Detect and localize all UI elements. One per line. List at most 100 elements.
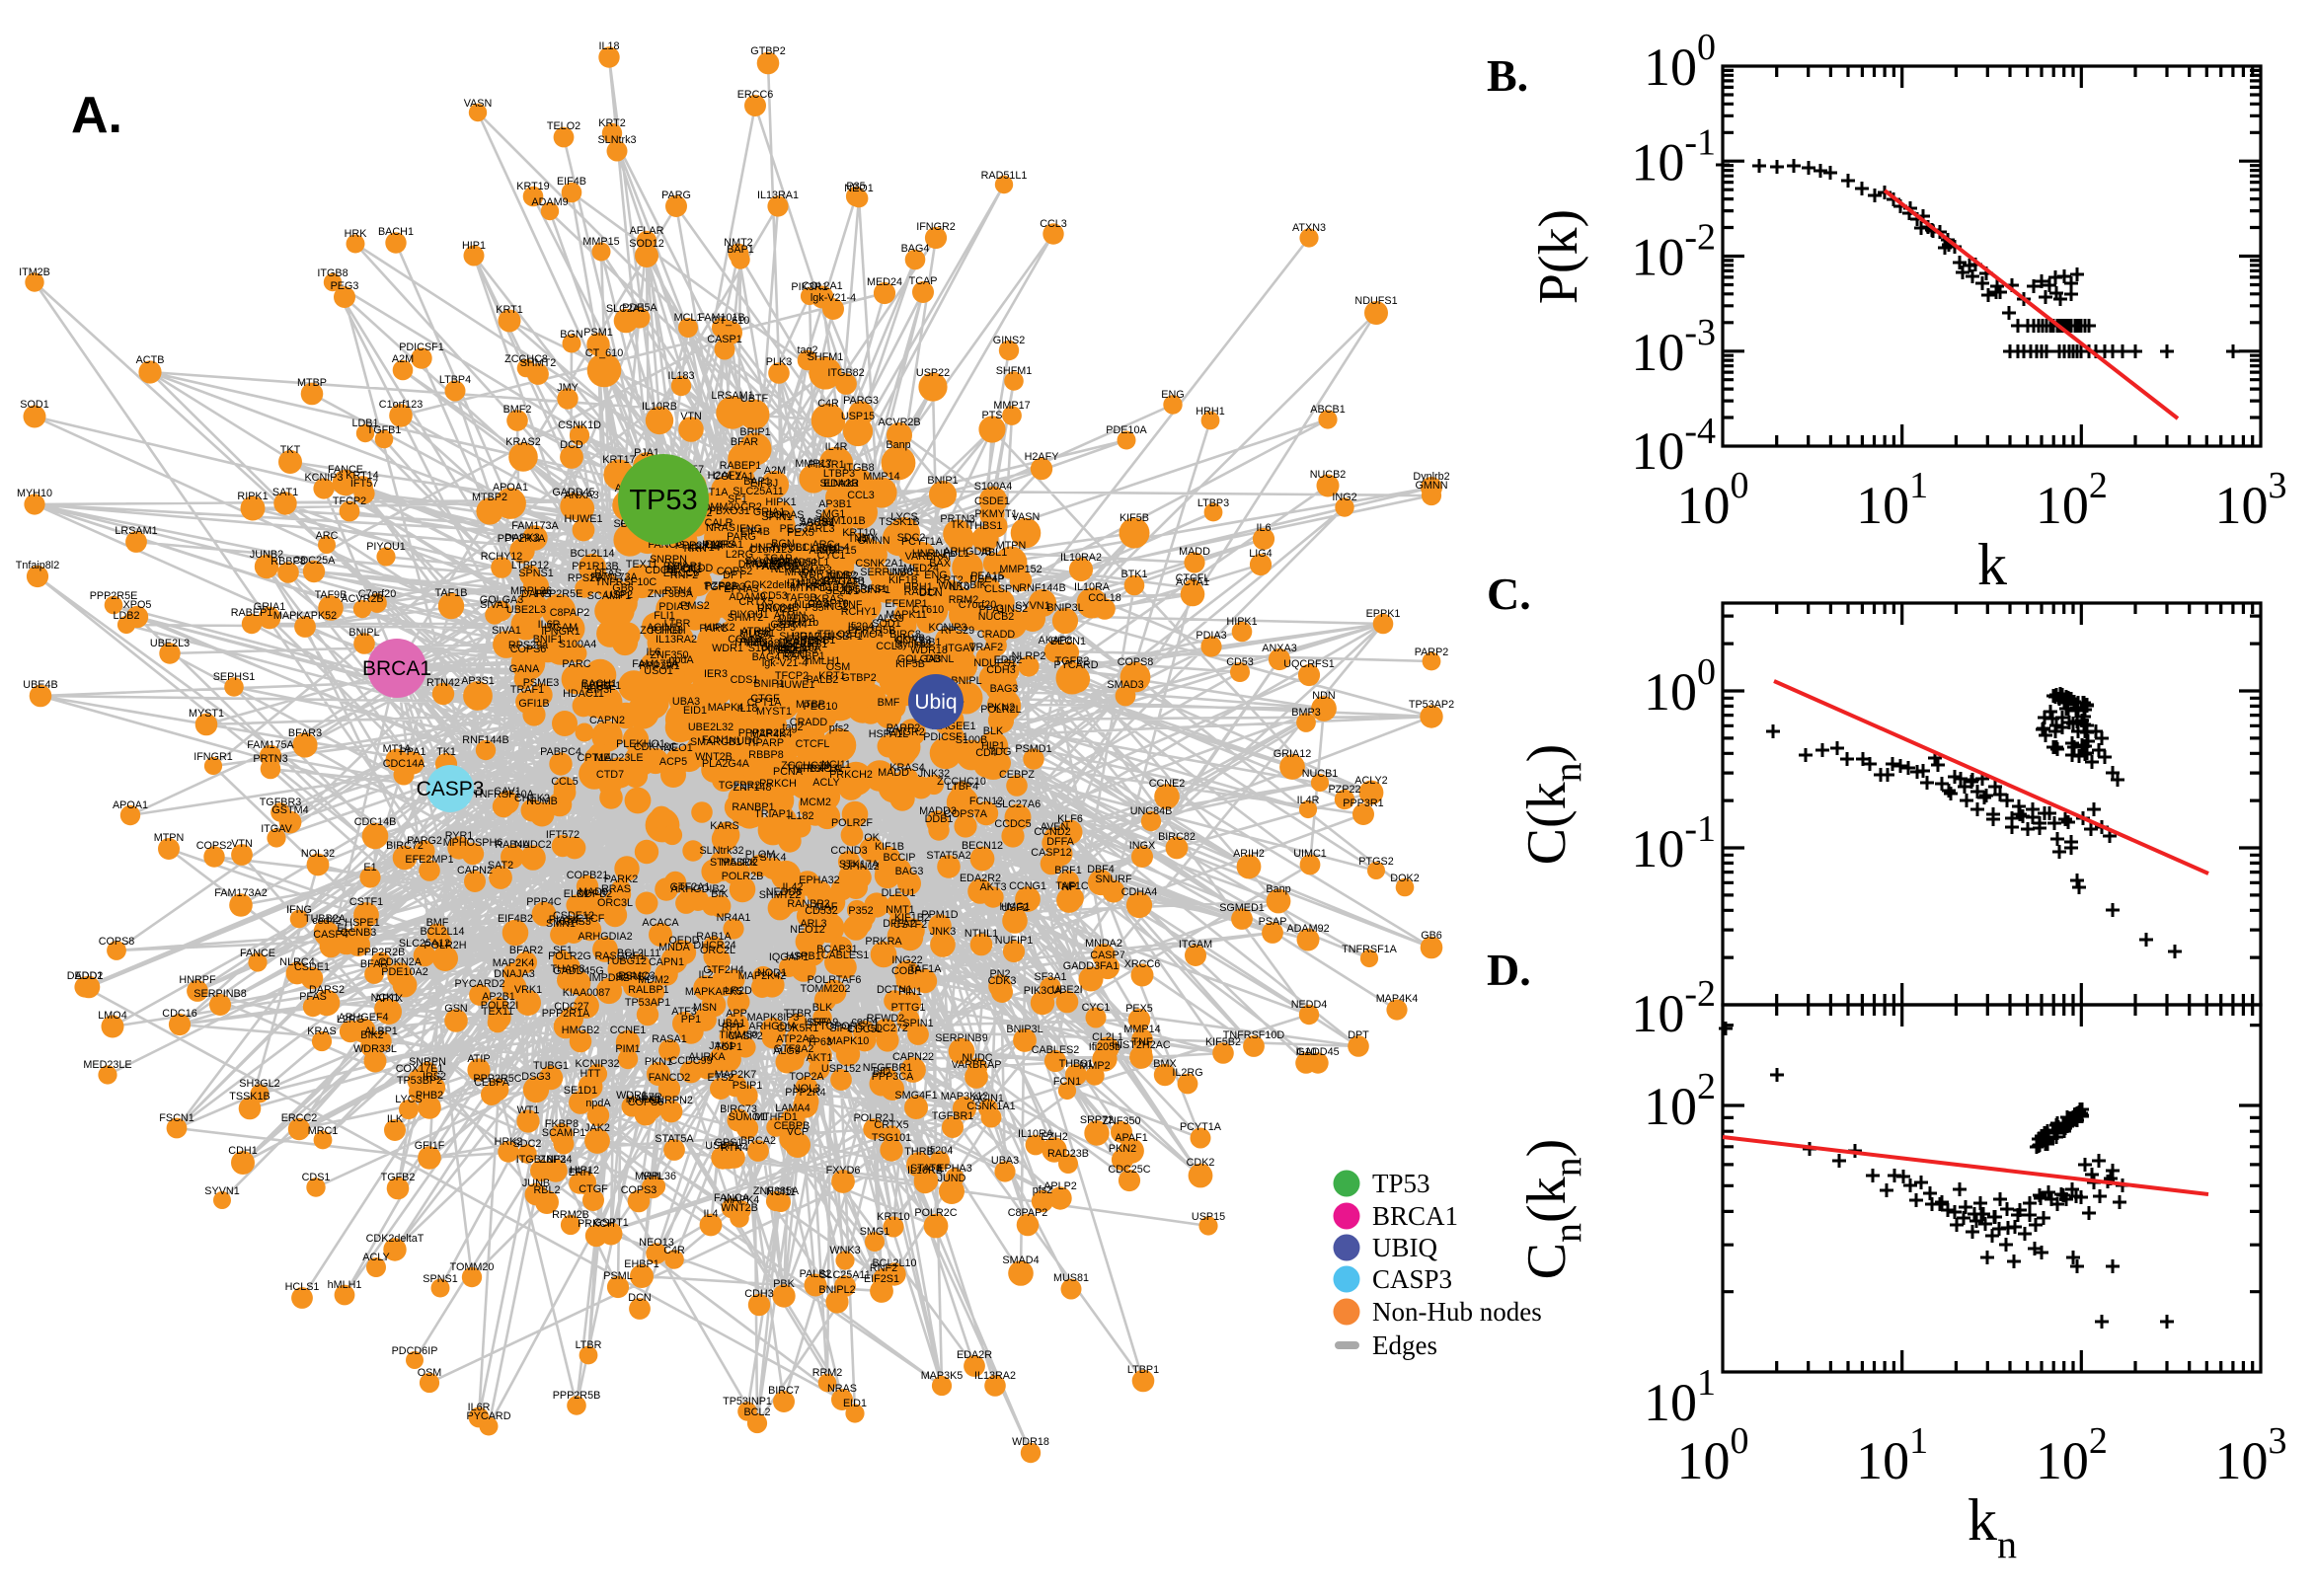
svg-text:ADAM9: ADAM9 xyxy=(531,196,568,208)
svg-text:L2RG: L2RG xyxy=(726,549,753,561)
svg-text:GANA: GANA xyxy=(770,556,801,568)
svg-text:THBS1: THBS1 xyxy=(968,520,1003,532)
svg-text:PYCARD: PYCARD xyxy=(1054,659,1099,671)
svg-text:SE1D1: SE1D1 xyxy=(564,1085,597,1097)
svg-text:PTGS2: PTGS2 xyxy=(761,645,796,656)
svg-text:VTN: VTN xyxy=(680,411,702,422)
svg-text:MAP4K4: MAP4K4 xyxy=(750,728,793,740)
svg-text:ADAM9: ADAM9 xyxy=(729,591,765,603)
svg-text:C8PAP2: C8PAP2 xyxy=(1008,1207,1048,1219)
svg-text:BAG3: BAG3 xyxy=(990,683,1019,695)
svg-text:PFAS: PFAS xyxy=(594,568,622,579)
svg-text:A.: A. xyxy=(71,87,122,144)
svg-text:MRPL36: MRPL36 xyxy=(635,1171,676,1182)
svg-text:MADD: MADD xyxy=(878,767,909,779)
svg-text:RAD51L1: RAD51L1 xyxy=(981,170,1028,182)
svg-text:AP3S1: AP3S1 xyxy=(461,675,495,687)
svg-text:IFNGR1: IFNGR1 xyxy=(193,751,233,763)
svg-text:IL13RA2: IL13RA2 xyxy=(656,634,697,646)
svg-text:BFAR2: BFAR2 xyxy=(509,945,543,956)
svg-text:TP53AP1: TP53AP1 xyxy=(820,576,866,588)
svg-text:Edges: Edges xyxy=(1372,1330,1437,1360)
svg-text:BMP3: BMP3 xyxy=(803,565,831,576)
svg-text:PRTN3: PRTN3 xyxy=(253,753,287,765)
svg-text:RALBP1: RALBP1 xyxy=(628,984,668,996)
svg-text:WDR33L: WDR33L xyxy=(353,1043,397,1055)
svg-text:COPS2: COPS2 xyxy=(717,566,753,577)
svg-text:RASA1: RASA1 xyxy=(652,1033,686,1045)
svg-text:CDK2deltaT: CDK2deltaT xyxy=(744,579,803,591)
svg-text:COPS6: COPS6 xyxy=(510,644,547,655)
svg-text:USP22: USP22 xyxy=(916,367,950,379)
svg-text:USBP1: USBP1 xyxy=(827,631,862,643)
svg-text:WDR1: WDR1 xyxy=(616,1090,648,1102)
svg-text:LTBP1: LTBP1 xyxy=(589,680,621,692)
svg-text:BCL2L14: BCL2L14 xyxy=(570,548,614,560)
svg-text:IER3: IER3 xyxy=(704,668,728,680)
svg-text:PKN1: PKN1 xyxy=(645,1056,672,1068)
svg-text:PEX5: PEX5 xyxy=(1125,1003,1153,1015)
svg-text:WDR18: WDR18 xyxy=(910,645,948,656)
svg-text:BMF2: BMF2 xyxy=(503,404,532,416)
svg-text:UQCRFS1: UQCRFS1 xyxy=(1283,658,1335,670)
svg-text:BAP1: BAP1 xyxy=(727,244,754,256)
svg-text:TAF9B: TAF9B xyxy=(785,592,817,604)
svg-text:TGFB1: TGFB1 xyxy=(802,635,836,646)
svg-text:BNIP3L: BNIP3L xyxy=(1046,602,1083,614)
svg-text:CD4: CD4 xyxy=(975,747,997,759)
svg-text:DFFA: DFFA xyxy=(1046,836,1074,848)
svg-text:BNIPL: BNIPL xyxy=(348,627,379,639)
svg-text:SF1: SF1 xyxy=(728,494,747,505)
svg-text:ACTB: ACTB xyxy=(136,354,165,366)
svg-text:VTN: VTN xyxy=(231,838,253,850)
svg-text:CASP3: CASP3 xyxy=(1372,1264,1452,1294)
svg-text:CT_610: CT_610 xyxy=(585,347,623,359)
svg-text:IQGAP1: IQGAP1 xyxy=(769,951,809,963)
svg-text:IL10RB: IL10RB xyxy=(907,1165,943,1177)
svg-text:GADD3FA1: GADD3FA1 xyxy=(1063,960,1119,972)
svg-text:CASP4: CASP4 xyxy=(313,929,347,941)
svg-text:NEDD4: NEDD4 xyxy=(1291,999,1328,1011)
svg-text:TTBR: TTBR xyxy=(784,1008,811,1020)
svg-text:PKN2: PKN2 xyxy=(987,702,1015,714)
svg-text:LTBP4: LTBP4 xyxy=(439,374,471,386)
svg-text:Banp: Banp xyxy=(886,439,910,451)
svg-text:UIMC1: UIMC1 xyxy=(1293,848,1327,860)
svg-text:SPNS1: SPNS1 xyxy=(423,1273,457,1285)
svg-text:tag2: tag2 xyxy=(797,344,817,356)
svg-text:OEDD: OEDD xyxy=(668,935,699,947)
svg-text:ACACA: ACACA xyxy=(642,917,679,929)
svg-text:ATRIP: ATRIP xyxy=(741,626,772,638)
svg-text:UNC84B: UNC84B xyxy=(757,602,800,614)
svg-text:TKT: TKT xyxy=(951,519,971,531)
svg-text:CCNE2: CCNE2 xyxy=(1149,778,1186,790)
svg-text:ITGB8: ITGB8 xyxy=(843,462,874,474)
svg-text:PPP2R4: PPP2R4 xyxy=(785,1087,825,1099)
svg-text:MTHFD1: MTHFD1 xyxy=(754,1111,798,1123)
svg-text:RIPK1: RIPK1 xyxy=(237,491,268,502)
svg-text:SE2D1: SE2D1 xyxy=(825,585,859,597)
svg-text:BIRC8: BIRC8 xyxy=(889,629,921,641)
svg-text:SH3GL2: SH3GL2 xyxy=(239,1078,279,1090)
svg-text:IL4: IL4 xyxy=(703,1208,718,1220)
svg-text:SMARCB1: SMARCB1 xyxy=(690,736,741,748)
svg-text:APOA1: APOA1 xyxy=(493,482,528,494)
svg-text:BFAR: BFAR xyxy=(731,436,758,448)
svg-text:ITGB8: ITGB8 xyxy=(317,267,347,279)
svg-text:HRK: HRK xyxy=(684,543,708,555)
svg-text:CYC1: CYC1 xyxy=(1082,1002,1111,1014)
svg-text:TP53INP1: TP53INP1 xyxy=(723,1396,772,1407)
svg-text:WNT2B: WNT2B xyxy=(721,1202,758,1214)
svg-text:CCL5: CCL5 xyxy=(551,776,579,788)
svg-text:TELO2: TELO2 xyxy=(547,120,580,132)
svg-text:STK4: STK4 xyxy=(759,852,786,864)
svg-text:TRIAP1: TRIAP1 xyxy=(665,561,703,572)
svg-text:CRADD: CRADD xyxy=(977,629,1016,641)
svg-text:NMT1: NMT1 xyxy=(886,904,914,916)
svg-text:MTPN: MTPN xyxy=(154,832,185,844)
svg-text:hMLH1: hMLH1 xyxy=(328,1279,362,1291)
svg-text:DSG3: DSG3 xyxy=(521,1071,550,1083)
svg-text:ABCB1: ABCB1 xyxy=(1310,404,1345,416)
svg-text:FANCE: FANCE xyxy=(240,948,275,959)
svg-text:MAPK4: MAPK4 xyxy=(708,702,744,714)
